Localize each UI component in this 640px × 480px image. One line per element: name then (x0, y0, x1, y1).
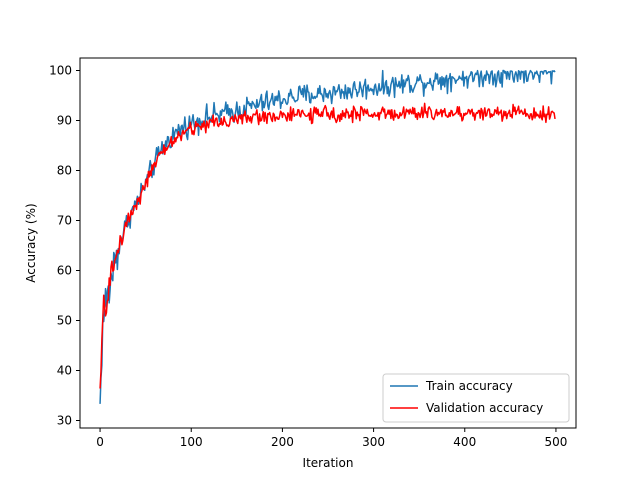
x-tick-label: 300 (362, 435, 385, 449)
y-tick-label: 80 (57, 164, 72, 178)
x-tick-label: 500 (544, 435, 567, 449)
series-validation-accuracy-line (99, 102, 556, 389)
plot-lines (99, 69, 556, 404)
y-tick-label: 40 (57, 364, 72, 378)
axes-frame (79, 57, 577, 429)
x-axis-ticks: 0 100 200 300 400 500 (96, 428, 567, 449)
x-tick-label: 400 (453, 435, 476, 449)
x-tick-label: 0 (96, 435, 104, 449)
legend-label-validation: Validation accuracy (426, 401, 543, 415)
legend: Train accuracy Validation accuracy (382, 373, 570, 423)
y-tick-label: 90 (57, 114, 72, 128)
series-train-accuracy-line (99, 69, 556, 404)
legend-label-train: Train accuracy (425, 379, 513, 393)
x-tick-label: 100 (180, 435, 203, 449)
legend-box (382, 373, 570, 423)
x-axis-label: Iteration (303, 456, 354, 470)
y-axis-ticks: 30 40 50 60 70 80 90 100 (49, 64, 80, 428)
x-tick-label: 200 (271, 435, 294, 449)
y-axis-label: Accuracy (%) (24, 203, 38, 282)
y-tick-label: 70 (57, 214, 72, 228)
y-tick-label: 60 (57, 264, 72, 278)
y-tick-label: 50 (57, 314, 72, 328)
y-tick-label: 30 (57, 414, 72, 428)
y-tick-label: 100 (49, 64, 72, 78)
